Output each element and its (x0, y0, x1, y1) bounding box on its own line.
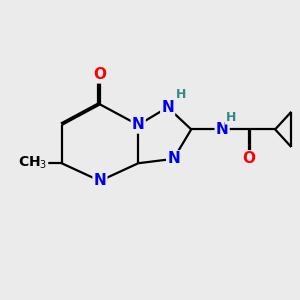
Text: N: N (216, 122, 229, 137)
Text: N: N (167, 151, 180, 166)
Text: O: O (242, 151, 255, 166)
Text: H: H (176, 88, 186, 101)
Text: CH$_3$: CH$_3$ (18, 155, 47, 171)
Text: N: N (161, 100, 174, 115)
Text: N: N (132, 118, 145, 133)
Text: H: H (226, 110, 236, 124)
Text: O: O (93, 68, 106, 82)
Text: N: N (94, 173, 106, 188)
